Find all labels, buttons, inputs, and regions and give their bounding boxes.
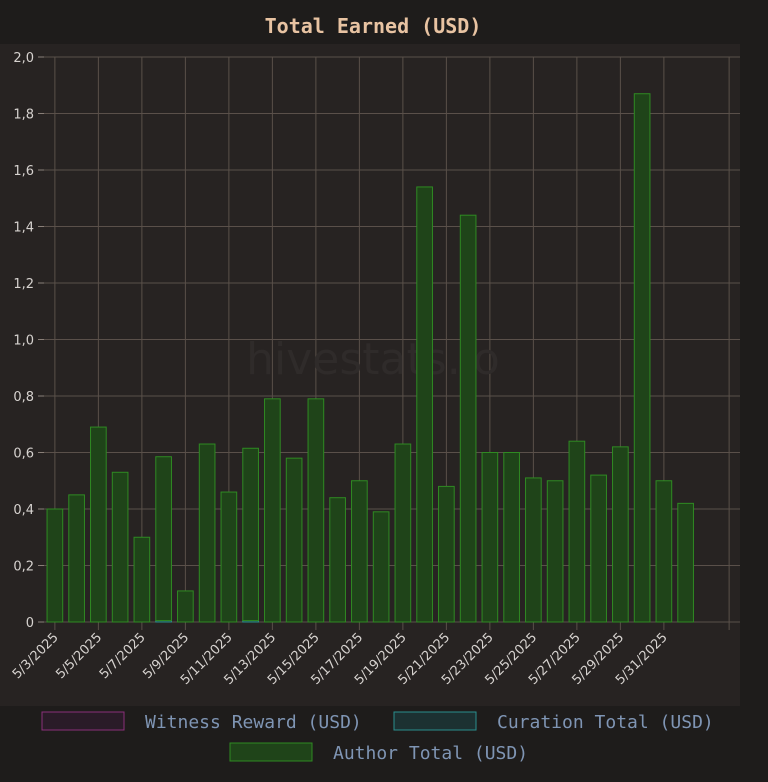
bar-author-total-usd[interactable] bbox=[481, 452, 499, 623]
y-tick-label: 0,4 bbox=[13, 503, 34, 518]
y-tick-label: 0 bbox=[26, 616, 34, 631]
bar-author-total-usd[interactable] bbox=[568, 440, 586, 623]
bar-author-total-usd[interactable] bbox=[612, 446, 629, 623]
bar-author-total-usd[interactable] bbox=[285, 457, 303, 623]
bar-author-total-usd[interactable] bbox=[590, 474, 607, 623]
y-tick-label: 1,6 bbox=[13, 164, 34, 179]
bar-author-total-usd[interactable] bbox=[677, 502, 694, 623]
legend-swatch[interactable] bbox=[393, 711, 477, 731]
bar-author-total-usd[interactable] bbox=[633, 93, 651, 623]
bar-author-total-usd[interactable] bbox=[198, 443, 216, 623]
legend-label[interactable]: Author Total (USD) bbox=[333, 743, 528, 764]
y-tick-label: 0,2 bbox=[13, 560, 34, 575]
bar-author-total-usd[interactable] bbox=[133, 536, 151, 623]
bar-author-total-usd[interactable] bbox=[394, 443, 412, 623]
bar-author-total-usd[interactable] bbox=[220, 491, 238, 623]
bar-author-total-usd[interactable] bbox=[525, 477, 542, 623]
y-tick-label: 2,0 bbox=[13, 51, 34, 66]
y-axis-ticks: 0 0,2 0,4 0,6 0,8 1,0 1,2 1,4 1,6 1,8 2,0 bbox=[13, 51, 44, 631]
legend-label[interactable]: Witness Reward (USD) bbox=[145, 712, 362, 733]
bars bbox=[46, 93, 694, 623]
y-tick-label: 1,2 bbox=[13, 277, 34, 292]
bar-author-total-usd[interactable] bbox=[111, 471, 129, 623]
y-tick-label: 1,0 bbox=[13, 334, 34, 349]
bar-author-total-usd[interactable] bbox=[329, 497, 346, 623]
bar-author-total-usd[interactable] bbox=[177, 590, 194, 623]
chart-title: Total Earned (USD) bbox=[265, 14, 482, 38]
legend-label[interactable]: Curation Total (USD) bbox=[497, 712, 714, 733]
bar-author-total-usd[interactable] bbox=[155, 456, 172, 622]
bar-author-total-usd[interactable] bbox=[372, 511, 390, 623]
bar-author-total-usd[interactable] bbox=[459, 214, 477, 623]
bar-author-total-usd[interactable] bbox=[68, 494, 85, 623]
bar-author-total-usd[interactable] bbox=[655, 480, 673, 623]
bar-author-total-usd[interactable] bbox=[503, 452, 520, 623]
legend-swatch[interactable] bbox=[41, 711, 125, 731]
bar-author-total-usd[interactable] bbox=[438, 485, 455, 623]
y-tick-label: 1,8 bbox=[13, 108, 34, 123]
watermark: hivestats.io bbox=[246, 334, 500, 385]
y-tick-label: 0,6 bbox=[13, 447, 34, 462]
bar-author-total-usd[interactable] bbox=[90, 426, 107, 623]
legend: Witness Reward (USD) Curation Total (USD)… bbox=[41, 711, 714, 764]
bar-author-total-usd[interactable] bbox=[46, 508, 64, 623]
bar-author-total-usd[interactable] bbox=[416, 186, 433, 623]
y-tick-label: 0,8 bbox=[13, 390, 34, 405]
bar-author-total-usd[interactable] bbox=[546, 480, 564, 623]
bar-author-total-usd[interactable] bbox=[242, 447, 259, 622]
bar-author-total-usd[interactable] bbox=[351, 480, 368, 623]
legend-swatch[interactable] bbox=[229, 742, 313, 762]
bar-author-total-usd[interactable] bbox=[307, 398, 325, 623]
bar-author-total-usd[interactable] bbox=[264, 398, 281, 623]
y-tick-label: 1,4 bbox=[13, 221, 34, 236]
